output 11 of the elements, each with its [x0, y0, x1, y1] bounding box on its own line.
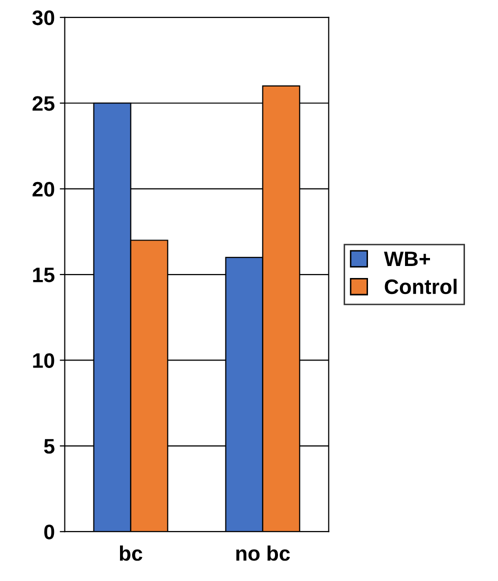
- y-tick-label: 25: [32, 96, 54, 111]
- y-tick-label: 15: [33, 268, 54, 282]
- y-tick-label: 20: [32, 182, 54, 197]
- y-tick-label: 5: [44, 439, 54, 454]
- y-tick-label: 10: [33, 353, 54, 368]
- y-tick-label: 0: [44, 524, 54, 540]
- x-tick-label: no bc: [236, 546, 290, 561]
- y-tick-label: 30: [32, 10, 54, 26]
- x-tick-label: bc: [120, 546, 142, 561]
- legend-label: WB+: [384, 252, 430, 266]
- legend-label: Control: [384, 278, 457, 294]
